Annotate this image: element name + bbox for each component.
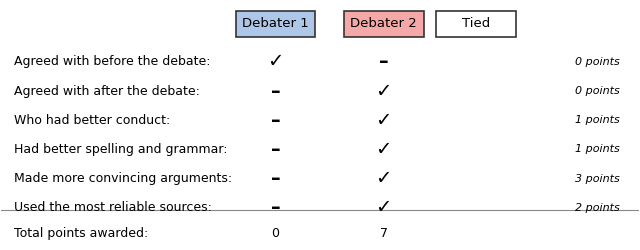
Text: 0 points: 0 points (575, 86, 620, 96)
FancyBboxPatch shape (344, 11, 424, 36)
Text: ✓: ✓ (376, 111, 392, 130)
Text: Total points awarded:: Total points awarded: (14, 227, 148, 240)
Text: Agreed with before the debate:: Agreed with before the debate: (14, 56, 211, 68)
Text: Agreed with after the debate:: Agreed with after the debate: (14, 85, 200, 98)
Text: Debater 1: Debater 1 (242, 17, 308, 30)
Text: Debater 2: Debater 2 (350, 17, 417, 30)
Text: ✓: ✓ (376, 140, 392, 159)
Text: 3 points: 3 points (575, 174, 620, 184)
Text: Used the most reliable sources:: Used the most reliable sources: (14, 201, 212, 214)
Text: Tied: Tied (462, 17, 490, 30)
Text: Who had better conduct:: Who had better conduct: (14, 114, 170, 127)
Text: ✓: ✓ (376, 82, 392, 101)
Text: –: – (271, 198, 280, 217)
Text: 1 points: 1 points (575, 144, 620, 154)
Text: –: – (379, 52, 388, 72)
Text: 7: 7 (380, 227, 388, 240)
Text: ✓: ✓ (376, 198, 392, 217)
Text: –: – (271, 111, 280, 130)
Text: 0 points: 0 points (575, 57, 620, 67)
Text: –: – (271, 140, 280, 159)
FancyBboxPatch shape (436, 11, 516, 36)
Text: 0: 0 (271, 227, 280, 240)
FancyBboxPatch shape (236, 11, 316, 36)
Text: ✓: ✓ (268, 52, 284, 72)
Text: Made more convincing arguments:: Made more convincing arguments: (14, 172, 232, 185)
Text: ✓: ✓ (376, 169, 392, 188)
Text: –: – (271, 169, 280, 188)
Text: –: – (271, 82, 280, 101)
Text: 2 points: 2 points (575, 203, 620, 213)
Text: 1 points: 1 points (575, 115, 620, 125)
Text: Had better spelling and grammar:: Had better spelling and grammar: (14, 143, 228, 156)
